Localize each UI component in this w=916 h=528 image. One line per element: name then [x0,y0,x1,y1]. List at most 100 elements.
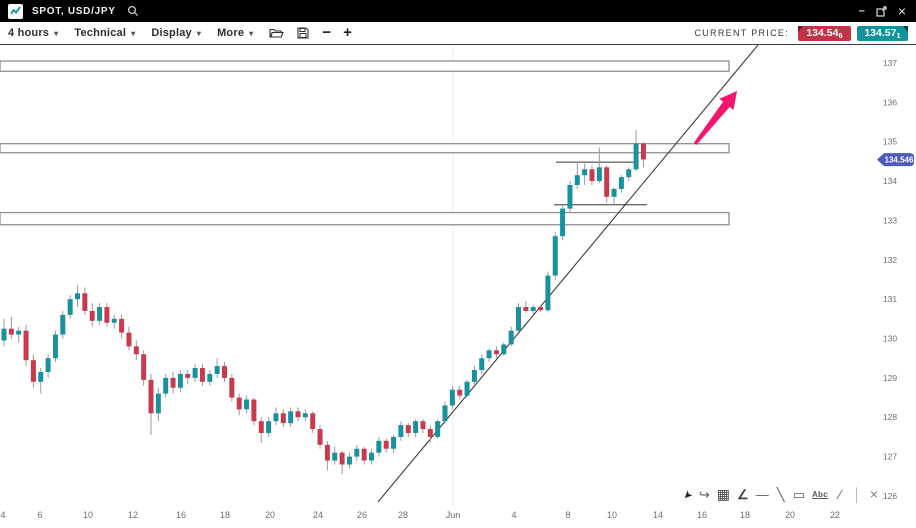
candle-body [611,188,617,197]
candle-body [111,318,117,323]
search-icon[interactable] [127,5,139,17]
x-axis-label: 22 [830,510,840,520]
x-axis-label: 20 [265,510,275,520]
last-price-tag-value: 134.546 [885,156,914,165]
trendline [377,44,759,503]
more-dropdown[interactable]: More [217,27,253,39]
candle-body [464,381,470,396]
display-dropdown[interactable]: Display [151,27,201,39]
y-axis-label: 126 [883,491,897,501]
trend-segment-icon[interactable]: ╲ [776,487,785,502]
candle-body [302,413,308,418]
candle-body [207,373,213,382]
x-axis-label: 4 [0,510,5,520]
candle-body [258,421,264,433]
candle-body [413,421,419,433]
candle-body [501,344,507,355]
pointer-icon[interactable]: ➤ [679,487,695,503]
price-zone-rectangle [0,143,730,154]
candle-body [23,330,29,361]
price-zone-rectangle [0,211,730,226]
candle-body [560,208,566,237]
y-axis-label: 134 [883,176,897,186]
candle-body [133,346,139,355]
candle-body [170,377,176,388]
candle-body [222,366,227,378]
candle-body [45,358,51,372]
candle-body [427,429,433,437]
zoom-in-button[interactable]: + [343,24,352,41]
bid-price-badge[interactable]: 134.54 6 [798,25,851,41]
candle-body [214,366,220,374]
open-folder-icon[interactable] [269,27,285,39]
zoom-out-button[interactable]: − [322,24,332,41]
candle-body [324,444,330,461]
ray-icon[interactable]: ∕ [838,487,842,502]
candle-body [508,330,514,345]
timeframe-dropdown[interactable]: 4 hours [8,27,58,39]
candle-body [119,318,125,333]
candle-body [82,293,88,311]
candle-body [596,167,602,182]
candle-body [567,185,573,209]
candle-body [604,167,610,197]
candle-body [346,456,352,465]
trend-fan-icon[interactable]: ∠ [737,487,749,502]
elbow-line-icon[interactable]: ↪ [698,487,710,502]
y-axis-label: 127 [883,452,897,462]
candle-body [310,413,316,430]
technical-dropdown[interactable]: Technical [74,27,135,39]
candle-body [251,399,257,422]
candle-body [155,393,161,414]
candle-body [8,328,14,335]
candle-body [229,377,235,398]
candle-body [420,421,426,430]
candle-body [192,368,198,378]
ask-price-badge[interactable]: 134.57 1 [857,25,908,41]
titlebar: SPOT, USD/JPY – × [0,0,916,22]
x-axis-label: Jun [446,510,461,520]
ask-tick-marker [903,25,908,32]
candle-body [244,399,250,410]
candle-body [89,310,95,321]
x-axis-label: 8 [565,510,570,520]
restore-button[interactable] [876,5,887,17]
candle-body [317,429,323,445]
candle-body [361,448,367,461]
x-axis-label: 14 [653,510,663,520]
candle-body [339,452,345,465]
candle-body [633,143,639,170]
candle-body [552,236,558,276]
delete-drawing-icon[interactable]: × [869,486,879,502]
app-logo-icon [8,3,23,19]
grid-icon[interactable]: ▦ [716,486,731,502]
bid-tick-marker [798,25,803,32]
candle-body [52,334,58,359]
candle-body [16,330,22,335]
y-axis-label: 130 [883,334,897,344]
candle-body [640,143,646,160]
x-axis-label: 16 [176,510,186,520]
current-price-label: CURRENT PRICE: [694,28,789,38]
close-button[interactable]: × [897,3,906,19]
current-price-cluster: CURRENT PRICE: 134.54 6 134.57 1 [694,25,908,41]
text-tool-icon[interactable]: Abc [811,490,828,499]
candle-body [332,452,338,461]
save-icon[interactable] [297,27,309,39]
candle-body [479,358,485,371]
candle-body [288,411,294,424]
rectangle-icon[interactable]: ▭ [792,487,805,502]
y-axis-label: 133 [883,215,897,225]
candle-body [383,440,389,449]
x-axis-label: 6 [37,510,42,520]
candle-body [38,371,44,382]
x-axis-label: 10 [607,510,617,520]
candle-body [493,350,499,355]
candle-body [545,275,551,311]
minimize-button[interactable]: – [858,5,865,17]
horizontal-line-icon[interactable]: — [755,487,769,502]
symbol-title: SPOT, USD/JPY [32,5,116,17]
y-axis-label: 136 [883,97,897,107]
candle-body [449,389,455,406]
